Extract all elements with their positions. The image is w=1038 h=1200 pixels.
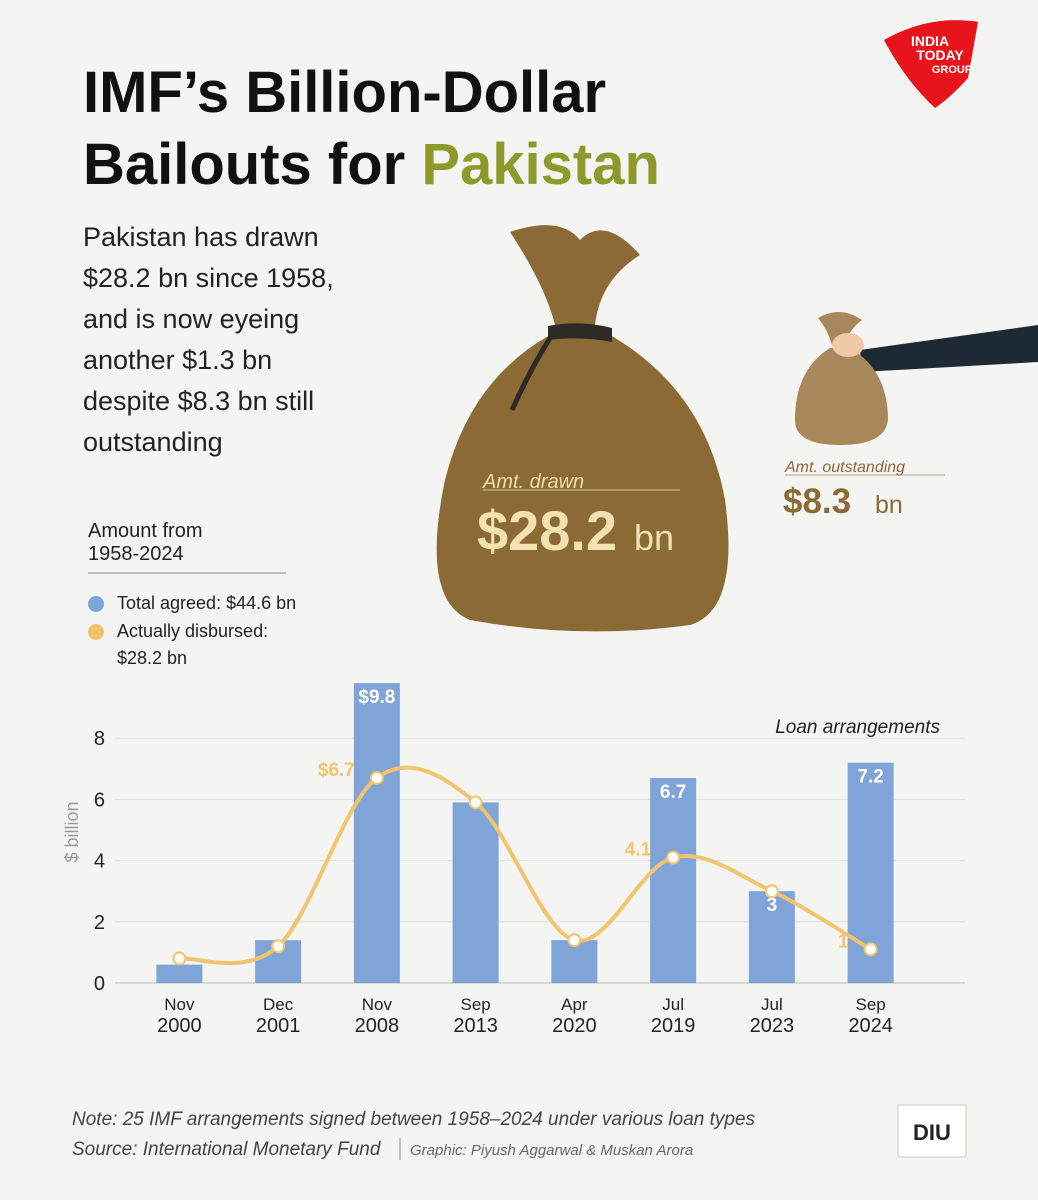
bag-tie: [548, 323, 612, 342]
logo-shape: [884, 20, 978, 109]
x-tick-label: 2013: [453, 1015, 498, 1037]
bar: [353, 683, 400, 983]
point: [666, 850, 681, 865]
value-label: 1: [838, 931, 849, 952]
x-tick-label: 2024: [848, 1015, 893, 1037]
bag-unit: bn: [634, 517, 674, 558]
bag-value: $8.3: [783, 482, 851, 521]
title-highlight: Pakistan: [421, 132, 660, 197]
x-tick-label: 2001: [256, 1015, 301, 1037]
description-line: Pakistan has drawn: [83, 222, 319, 252]
bar: [551, 940, 598, 983]
x-tick-label: 2000: [157, 1015, 202, 1037]
value-label: 3: [767, 895, 778, 916]
x-tick-label: Sep: [856, 995, 886, 1014]
logo-text: GROUP: [932, 64, 972, 76]
description-line: $28.2 bn since 1958,: [83, 263, 334, 293]
x-tick-label: Sep: [461, 995, 491, 1014]
value-label: 6.7: [660, 782, 686, 803]
small-bag-neck: [818, 311, 862, 345]
title: IMF’s Billion-Dollar: [83, 60, 606, 125]
value-label: $9.8: [358, 687, 395, 708]
credit: Graphic: Piyush Aggarwal & Muskan Arora: [410, 1142, 693, 1159]
logo-text: INDIA: [911, 33, 949, 49]
value-label: 4.1: [625, 840, 652, 861]
legend-entry: Actually disbursed: $28.2 bn: [117, 621, 269, 668]
point: [863, 942, 878, 957]
x-tick-label: 2019: [651, 1015, 696, 1037]
legend-swatch: [88, 596, 104, 612]
y-tick-label: 2: [94, 912, 105, 934]
bag-value: $28.2: [477, 499, 617, 562]
logo-text: TODAY: [916, 47, 964, 63]
line: [179, 765, 872, 966]
y-tick-label: 8: [94, 728, 105, 750]
x-tick-label: Nov: [362, 995, 393, 1014]
badge-text: DIU: [913, 1120, 951, 1145]
annotation: Loan arrangements: [775, 717, 940, 738]
note: Note: 25 IMF arrangements signed between…: [72, 1109, 756, 1130]
bag-unit: bn: [875, 491, 903, 519]
point: [567, 933, 582, 948]
x-tick-label: 2023: [750, 1015, 795, 1037]
x-tick-label: 2008: [355, 1015, 400, 1037]
bar: [748, 891, 795, 983]
bag-neck: [510, 225, 640, 325]
bag-label: Amt. drawn: [482, 471, 584, 493]
hand: [832, 333, 864, 357]
title-part: Bailouts for: [83, 132, 405, 197]
description-line: and is now eyeing: [83, 304, 299, 334]
badge: [897, 1104, 967, 1158]
y-tick-label: 0: [94, 973, 105, 995]
point: [468, 795, 483, 810]
description-line: another $1.3 bn: [83, 345, 272, 375]
value-label: 7.2: [857, 767, 883, 788]
description: Pakistan has drawn $28.2 bn since 1958, an…: [83, 222, 334, 457]
bag-label: Amt. outstanding: [784, 459, 905, 476]
arm: [860, 325, 1038, 372]
small-bag: [795, 348, 888, 445]
point: [369, 770, 384, 785]
bar: [452, 802, 499, 983]
legend-title: Amount from: [88, 520, 202, 542]
x-tick-label: Dec: [263, 995, 294, 1014]
y-tick-label: 4: [94, 851, 105, 873]
legend-title: 1958-2024: [88, 543, 184, 565]
legend-entry: Total agreed: $44.6 bn: [117, 593, 297, 613]
title: Bailouts for Pakistan: [83, 132, 660, 197]
bar: [156, 964, 203, 983]
x-tick-label: Nov: [164, 995, 195, 1014]
x-tick-label: 2020: [552, 1015, 597, 1037]
bag-string: [509, 336, 553, 412]
description-line: despite $8.3 bn still: [83, 386, 314, 416]
value-label: $6.7: [318, 760, 355, 781]
bar: [650, 777, 697, 983]
legend-swatch: [88, 624, 104, 640]
y-tick-label: 6: [94, 789, 105, 811]
point: [172, 951, 187, 966]
y-axis-label: $ billion: [62, 801, 82, 862]
x-tick-label: Jul: [761, 995, 783, 1014]
x-tick-label: Apr: [561, 995, 588, 1014]
source: Source: International Monetary Fund: [72, 1139, 382, 1160]
point: [764, 884, 779, 899]
point: [271, 939, 286, 954]
description-line: outstanding: [83, 427, 223, 457]
x-tick-label: Jul: [662, 995, 684, 1014]
big-bag: [436, 335, 729, 632]
